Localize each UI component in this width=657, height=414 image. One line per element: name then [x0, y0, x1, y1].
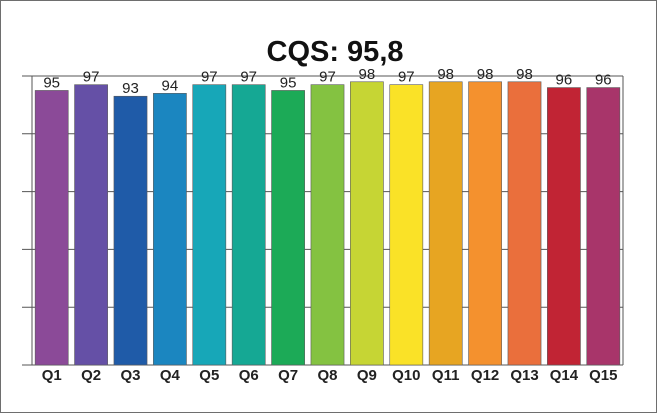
x-tick-q11: Q11 [432, 367, 460, 384]
x-tick-q8: Q8 [317, 367, 337, 384]
bar-q1 [34, 90, 69, 366]
bar-q13 [507, 81, 542, 366]
data-label-q15: 96 [595, 72, 612, 89]
data-label-q7: 95 [280, 74, 297, 91]
bar-q10 [389, 84, 424, 366]
x-tick-q6: Q6 [239, 367, 259, 384]
bar-q14 [547, 87, 581, 366]
bar-q8 [310, 84, 345, 366]
data-label-q14: 96 [556, 72, 573, 89]
bar-q5 [192, 84, 227, 366]
data-label-q6: 97 [240, 69, 257, 86]
x-tick-q5: Q5 [199, 367, 219, 384]
bar-q11 [428, 81, 463, 366]
x-tick-q15: Q15 [589, 367, 617, 384]
bar-q12 [468, 81, 502, 366]
x-tick-q10: Q10 [392, 367, 420, 384]
x-tick-q13: Q13 [510, 367, 538, 384]
data-label-q8: 97 [319, 69, 336, 86]
data-label-q12: 98 [477, 66, 494, 83]
data-label-q4: 94 [162, 77, 179, 94]
bar-q3 [113, 95, 148, 366]
data-label-q11: 98 [437, 66, 454, 83]
x-tick-q2: Q2 [81, 367, 101, 384]
bar-q6 [231, 84, 266, 366]
bar-q7 [271, 90, 305, 366]
bar-q15 [586, 87, 621, 366]
data-label-q2: 97 [83, 69, 100, 86]
x-tick-q7: Q7 [278, 367, 298, 384]
data-label-q3: 93 [122, 80, 139, 97]
data-label-q9: 98 [359, 66, 376, 83]
x-tick-q14: Q14 [550, 367, 579, 384]
bar-q9 [350, 81, 384, 366]
data-label-q1: 95 [43, 74, 60, 91]
x-tick-q1: Q1 [42, 367, 62, 384]
data-label-q5: 97 [201, 69, 218, 86]
x-tick-q12: Q12 [471, 367, 499, 384]
x-tick-q4: Q4 [160, 367, 181, 384]
x-tick-q3: Q3 [120, 367, 140, 384]
data-label-q10: 97 [398, 69, 415, 86]
data-label-q13: 98 [516, 66, 533, 83]
x-tick-q9: Q9 [357, 367, 377, 384]
bar-q2 [74, 84, 108, 366]
chart-title: CQS: 95,8 [267, 36, 404, 68]
bar-q4 [153, 93, 187, 366]
